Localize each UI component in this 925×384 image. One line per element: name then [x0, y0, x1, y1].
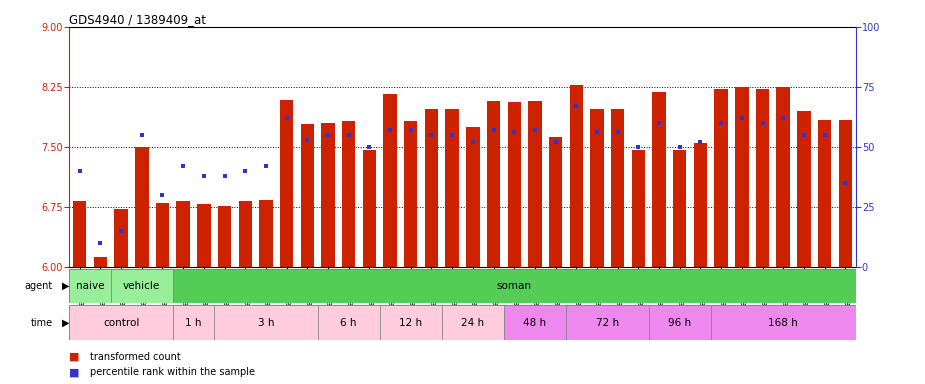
Text: 96 h: 96 h [668, 318, 691, 328]
Bar [756, 89, 770, 267]
Text: percentile rank within the sample: percentile rank within the sample [90, 367, 254, 377]
Bar [317, 305, 380, 340]
Bar [590, 109, 604, 267]
Bar [177, 201, 190, 267]
Bar [466, 127, 479, 267]
Bar [115, 209, 128, 267]
Text: 6 h: 6 h [340, 318, 357, 328]
Bar [135, 147, 149, 267]
Bar [321, 123, 335, 267]
Text: soman: soman [497, 281, 532, 291]
Bar [648, 305, 710, 340]
Bar [93, 257, 107, 267]
Text: 3 h: 3 h [258, 318, 274, 328]
Bar [446, 109, 459, 267]
Text: GDS4940 / 1389409_at: GDS4940 / 1389409_at [69, 13, 206, 26]
Bar [69, 305, 173, 340]
Bar [73, 201, 86, 267]
Bar [404, 121, 417, 267]
Text: vehicle: vehicle [123, 281, 160, 291]
Bar [342, 121, 355, 267]
Bar [111, 269, 173, 303]
Bar [776, 87, 790, 267]
Bar [217, 206, 231, 267]
Text: 12 h: 12 h [400, 318, 423, 328]
Bar [735, 87, 748, 267]
Bar [383, 94, 397, 267]
Bar [239, 201, 252, 267]
Text: ■: ■ [69, 367, 80, 377]
Text: ■: ■ [69, 352, 80, 362]
Text: transformed count: transformed count [90, 352, 180, 362]
Bar [380, 305, 442, 340]
Text: ▶: ▶ [61, 318, 69, 328]
Bar [425, 109, 438, 267]
Text: time: time [31, 318, 53, 328]
Bar [549, 137, 562, 267]
Bar [442, 305, 504, 340]
Bar [259, 200, 273, 267]
Bar [818, 121, 832, 267]
Bar [363, 150, 376, 267]
Text: agent: agent [25, 281, 53, 291]
Bar [710, 305, 856, 340]
Bar [797, 111, 810, 267]
Text: 1 h: 1 h [185, 318, 202, 328]
Text: 24 h: 24 h [462, 318, 485, 328]
Text: 72 h: 72 h [596, 318, 619, 328]
Bar [280, 101, 293, 267]
Text: control: control [103, 318, 140, 328]
Text: 48 h: 48 h [524, 318, 547, 328]
Bar [508, 102, 521, 267]
Bar [632, 150, 645, 267]
Bar [714, 89, 728, 267]
Bar [155, 203, 169, 267]
Bar [528, 101, 542, 267]
Bar [173, 305, 215, 340]
Text: naive: naive [76, 281, 105, 291]
Bar [652, 93, 666, 267]
Bar [839, 121, 852, 267]
Text: 168 h: 168 h [769, 318, 798, 328]
Bar [487, 101, 500, 267]
Bar [570, 85, 583, 267]
Bar [69, 269, 111, 303]
Bar [301, 124, 314, 267]
Bar [197, 204, 211, 267]
Bar [566, 305, 648, 340]
Bar [694, 143, 708, 267]
Bar [173, 269, 856, 303]
Bar [673, 150, 686, 267]
Bar [504, 305, 566, 340]
Text: ▶: ▶ [61, 281, 69, 291]
Bar [610, 109, 624, 267]
Bar [215, 305, 317, 340]
